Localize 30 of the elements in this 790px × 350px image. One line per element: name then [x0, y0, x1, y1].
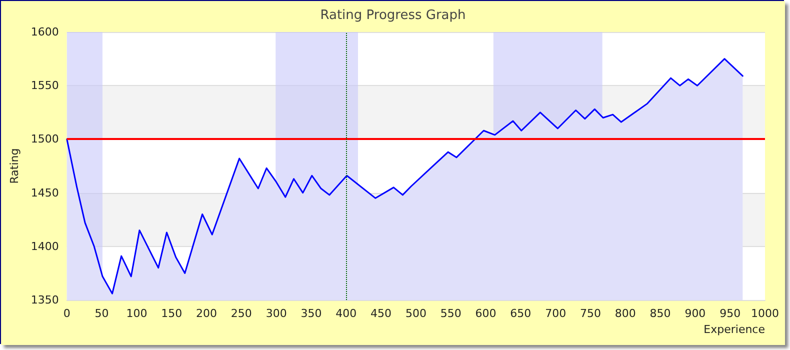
x-tick-label: 750 [580, 307, 601, 320]
x-tick-label: 300 [266, 307, 287, 320]
y-tick-label: 1450 [30, 186, 59, 200]
chart-title: Rating Progress Graph [320, 8, 466, 23]
x-tick-label: 100 [126, 307, 148, 320]
x-tick-label: 950 [720, 307, 741, 320]
x-tick-label: 1000 [751, 307, 779, 320]
x-tick-label: 700 [545, 307, 566, 320]
x-tick-label: 250 [230, 307, 252, 320]
x-tick-label: 0 [63, 307, 70, 320]
y-tick-label: 1600 [30, 26, 59, 38]
x-tick-label: 450 [370, 307, 392, 320]
x-axis-title: Experience [704, 323, 766, 336]
x-tick-label: 500 [405, 307, 426, 320]
x-tick-label: 400 [336, 307, 357, 320]
x-tick-label: 150 [161, 307, 182, 320]
y-tick-label: 1550 [30, 79, 59, 92]
x-tick-label: 850 [650, 307, 671, 320]
x-tick-label: 900 [684, 307, 706, 320]
y-tick-label: 1350 [30, 294, 59, 306]
x-tick-label: 50 [94, 307, 109, 320]
x-tick-label: 350 [300, 307, 322, 320]
x-tick-label: 600 [475, 307, 496, 320]
x-tick-label: 800 [614, 307, 636, 320]
x-tick-label: 650 [510, 307, 532, 320]
y-tick-label: 1400 [30, 240, 59, 253]
x-tick-label: 550 [440, 307, 462, 320]
x-tick-label: 200 [196, 307, 218, 320]
y-tick-label: 1500 [30, 132, 59, 146]
y-axis-title: Rating [8, 148, 21, 184]
